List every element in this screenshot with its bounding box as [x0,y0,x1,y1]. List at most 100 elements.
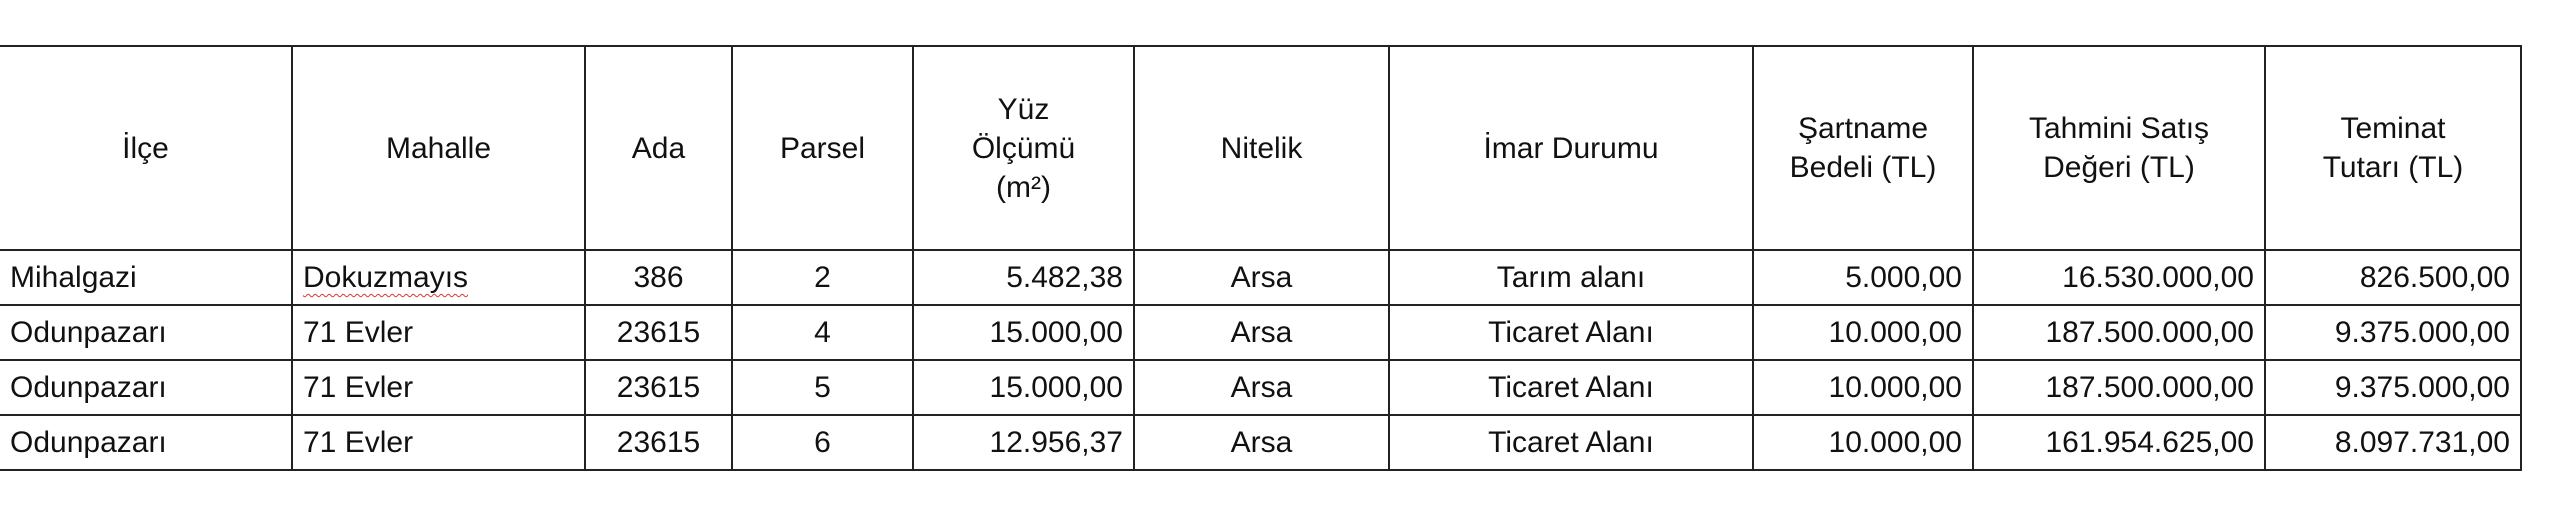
table-row: Mihalgazi Dokuzmayıs 386 2 5.482,38 Arsa Tarım… [0,249,2522,306]
cell-yuz-olcumu: 15.000,00 [912,304,1135,361]
cell-text: 23615 [616,426,701,459]
cell-text: 15.000,00 [989,371,1123,404]
cell-yuz-olcumu: 5.482,38 [912,249,1135,306]
table-row: Odunpazarı 71 Evler 23615 4 15.000,00 Arsa Tic… [0,304,2522,361]
cell-imar-durumu: Tarım alanı [1388,249,1754,306]
header-teminat-tutari: Teminat Tutarı (TL) [2264,45,2522,251]
cell-text: 15.000,00 [989,316,1123,349]
cell-ilce: Mihalgazi [0,249,293,306]
cell-yuz-olcumu: 15.000,00 [912,359,1135,416]
cell-text: 71 Evler [303,316,414,349]
cell-text: 23615 [616,371,701,404]
cell-text: 71 Evler [303,371,414,404]
header-text: Ölçümü [971,131,1076,165]
header-text: Bedeli (TL) [1789,151,1937,184]
cell-text: 187.500.000,00 [2045,316,2254,349]
cell-ilce: Odunpazarı [0,414,293,471]
cell-imar-durumu: Ticaret Alanı [1388,414,1754,471]
cell-text: 5 [814,371,831,404]
header-text: İlçe [122,131,169,165]
cell-nitelik: Arsa [1133,414,1390,471]
header-text: İmar Durumu [1483,131,1659,165]
cell-text: 16.530.000,00 [2062,261,2254,294]
header-text: Değeri (TL) [2043,151,2195,184]
cell-mahalle: Dokuzmayıs [291,249,586,306]
cell-parsel: 6 [731,414,914,471]
cell-parsel: 4 [731,304,914,361]
cell-text: Ticaret Alanı [1488,426,1654,459]
header-sartname-bedeli: Şartname Bedeli (TL) [1752,45,1974,251]
cell-nitelik: Arsa [1133,359,1390,416]
header-ilce: İlçe [0,45,293,251]
cell-yuz-olcumu: 12.956,37 [912,414,1135,471]
cell-parsel: 2 [731,249,914,306]
cell-text: Tarım alanı [1496,261,1646,294]
cell-ada: 23615 [584,304,733,361]
cell-imar-durumu: Ticaret Alanı [1388,359,1754,416]
header-text: Ada [631,131,686,165]
cell-text: 10.000,00 [1828,426,1962,459]
cell-text: 8.097.731,00 [2334,426,2510,459]
cell-tahmini-satis-degeri: 187.500.000,00 [1972,359,2266,416]
cell-text: 2 [814,261,831,294]
header-nitelik: Nitelik [1133,45,1390,251]
cell-mahalle: 71 Evler [291,414,586,471]
cell-text: Odunpazarı [10,426,167,459]
cell-text: 9.375.000,00 [2334,316,2510,349]
cell-nitelik: Arsa [1133,304,1390,361]
cell-text: 12.956,37 [989,426,1123,459]
cell-text: 187.500.000,00 [2045,371,2254,404]
header-parsel: Parsel [731,45,914,251]
cell-tahmini-satis-degeri: 187.500.000,00 [1972,304,2266,361]
cell-text: Ticaret Alanı [1488,316,1654,349]
cell-teminat-tutari: 826.500,00 [2264,249,2522,306]
header-text: Parsel [779,131,866,165]
header-yuz-olcumu: Yüz Ölçümü (m²) [912,45,1135,251]
cell-ilce: Odunpazarı [0,359,293,416]
cell-sartname-bedeli: 10.000,00 [1752,359,1974,416]
header-text: Nitelik [1220,131,1303,165]
header-text: Teminat [2340,112,2446,145]
cell-text: Mihalgazi [10,261,137,294]
cell-text: Odunpazarı [10,371,167,404]
cell-text: Ticaret Alanı [1488,371,1654,404]
cell-mahalle: 71 Evler [291,359,586,416]
cell-tahmini-satis-degeri: 161.954.625,00 [1972,414,2266,471]
cell-text: 5.000,00 [1845,261,1962,294]
parcel-sale-table: İlçe Mahalle Ada Parsel Yüz Ölçümü (m²) Nitelik… [0,45,2522,471]
cell-text: 23615 [616,316,701,349]
cell-text: 161.954.625,00 [2045,426,2254,459]
cell-text: 386 [633,261,684,294]
cell-text: 71 Evler [303,426,414,459]
cell-text: 4 [814,316,831,349]
cell-mahalle: 71 Evler [291,304,586,361]
header-text: Tahmini Satış [2028,112,2210,145]
cell-text: 10.000,00 [1828,316,1962,349]
cell-sartname-bedeli: 10.000,00 [1752,304,1974,361]
header-text: Mahalle [385,131,492,165]
cell-sartname-bedeli: 10.000,00 [1752,414,1974,471]
header-ada: Ada [584,45,733,251]
table-row: Odunpazarı 71 Evler 23615 6 12.956,37 Arsa Tic… [0,414,2522,471]
cell-text: 6 [814,426,831,459]
cell-text: 10.000,00 [1828,371,1962,404]
header-imar-durumu: İmar Durumu [1388,45,1754,251]
cell-ilce: Odunpazarı [0,304,293,361]
cell-ada: 23615 [584,359,733,416]
cell-text: Arsa [1230,261,1293,294]
header-text: Tutarı (TL) [2322,151,2464,184]
header-text: (m²) [996,170,1051,204]
header-text: Şartname [1797,112,1929,145]
cell-text: 5.482,38 [1006,261,1123,294]
cell-teminat-tutari: 9.375.000,00 [2264,304,2522,361]
cell-parsel: 5 [731,359,914,416]
header-text: Yüz [997,92,1050,126]
cell-text: 826.500,00 [2359,261,2510,294]
header-mahalle: Mahalle [291,45,586,251]
cell-text: Arsa [1230,316,1293,349]
cell-teminat-tutari: 9.375.000,00 [2264,359,2522,416]
cell-sartname-bedeli: 5.000,00 [1752,249,1974,306]
cell-tahmini-satis-degeri: 16.530.000,00 [1972,249,2266,306]
table-row: Odunpazarı 71 Evler 23615 5 15.000,00 Arsa Tic… [0,359,2522,416]
cell-teminat-tutari: 8.097.731,00 [2264,414,2522,471]
